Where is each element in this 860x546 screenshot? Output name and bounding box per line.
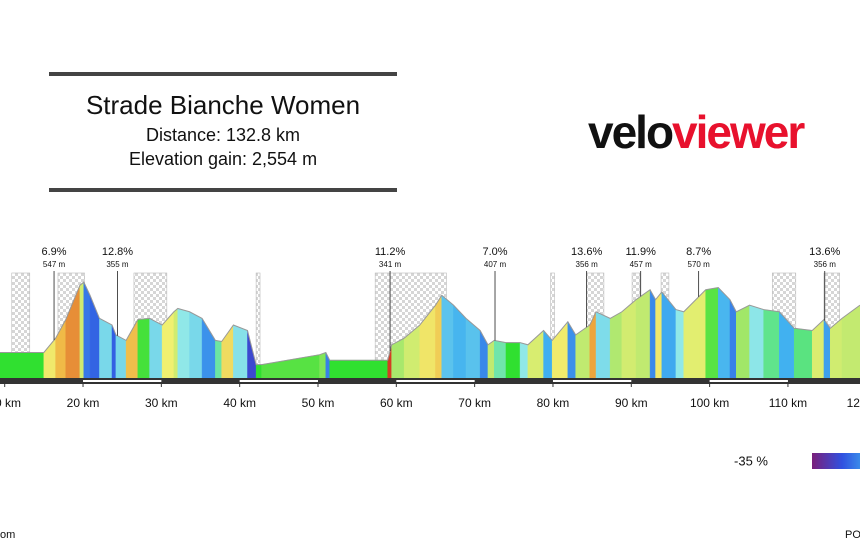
x-tick-label: 100 km <box>690 396 729 410</box>
profile-segment <box>189 311 203 381</box>
profile-segment <box>247 330 257 381</box>
profile-segment <box>83 281 91 381</box>
annotation-gradient: 11.2% <box>375 246 406 258</box>
profile-segment <box>609 311 623 381</box>
x-tick-label: 50 km <box>302 396 335 410</box>
x-tick-label: 120 km <box>847 396 860 410</box>
profile-segment <box>487 339 495 381</box>
profile-segment <box>699 289 706 381</box>
x-tick-label: 60 km <box>380 396 413 410</box>
annotation-elevation: 407 m <box>484 260 507 269</box>
profile-segment <box>729 299 737 381</box>
legend-bar <box>812 453 860 469</box>
gravel-sector <box>255 272 261 381</box>
profile-segment <box>0 352 45 381</box>
profile-segment <box>149 317 163 381</box>
profile-segment <box>635 289 651 381</box>
profile-segment <box>79 281 85 381</box>
profile-segment <box>99 317 113 381</box>
profile-segment <box>329 359 388 381</box>
logo-part: viewer <box>672 106 805 158</box>
profile-segment <box>683 294 701 381</box>
profile-segment <box>649 288 656 381</box>
profile-segment <box>261 354 320 381</box>
profile-segment <box>319 352 327 381</box>
profile-segment <box>621 299 637 381</box>
profile-segment <box>823 318 831 381</box>
profile-segment <box>465 317 481 381</box>
profile-segment <box>441 294 454 381</box>
x-tick-label: 10 km <box>0 396 21 410</box>
profile-segment <box>735 304 750 381</box>
subtitle: Distance: 132.8 km <box>146 125 300 145</box>
annotation-gradient: 7.0% <box>482 246 507 258</box>
profile-segment <box>661 291 677 381</box>
km-band <box>239 380 318 382</box>
legend-label: -35 % <box>734 453 768 468</box>
x-tick-label: 70 km <box>458 396 491 410</box>
profile-segment <box>435 294 442 381</box>
annotation-gradient: 8.7% <box>686 246 711 258</box>
profile-segment <box>655 291 663 381</box>
annotation-elevation: 547 m <box>43 260 66 269</box>
profile-segment <box>519 342 529 381</box>
annotation-gradient: 13.6% <box>809 246 840 258</box>
x-tick-label: 20 km <box>67 396 100 410</box>
profile-segment <box>215 340 222 381</box>
annotation-gradient: 12.8% <box>102 246 133 258</box>
km-band <box>396 380 475 382</box>
profile-segment <box>115 334 127 381</box>
footer-text: POW <box>845 529 860 541</box>
profile-segment <box>749 304 764 381</box>
subtitle: Elevation gain: 2,554 m <box>129 149 317 169</box>
profile-segment <box>567 320 576 381</box>
annotation-gradient: 6.9% <box>42 246 67 258</box>
profile-segment <box>493 340 507 381</box>
profile-segment <box>391 337 405 381</box>
profile-segment <box>173 307 179 381</box>
annotation-elevation: 356 m <box>814 260 837 269</box>
profile-outline <box>0 281 860 366</box>
profile-segment <box>505 342 521 381</box>
annotation-elevation: 457 m <box>630 260 653 269</box>
annotation-elevation: 355 m <box>106 260 129 269</box>
logo: veloviewer <box>588 106 805 158</box>
profile-segment <box>829 317 843 381</box>
x-tick-label: 40 km <box>223 396 256 410</box>
km-band <box>83 380 162 382</box>
profile-segment <box>675 309 685 381</box>
profile-segment <box>793 327 813 381</box>
x-tick-label: 90 km <box>615 396 648 410</box>
profile-segment <box>43 337 56 381</box>
profile-segment <box>255 364 262 381</box>
x-tick-label: 30 km <box>145 396 178 410</box>
profile-segment <box>137 318 150 381</box>
profile-segment <box>763 309 780 381</box>
profile-segment <box>717 286 731 381</box>
profile-segment <box>201 317 216 381</box>
profile-segment <box>233 324 248 381</box>
profile-segment <box>125 318 139 381</box>
annotation-elevation: 341 m <box>379 260 402 269</box>
annotation-elevation: 356 m <box>576 260 599 269</box>
km-band <box>552 380 632 382</box>
annotation-gradient: 13.6% <box>571 246 602 258</box>
footer-text: om <box>0 529 15 541</box>
logo-part: velo <box>588 106 673 158</box>
x-tick-label: 80 km <box>537 396 570 410</box>
profile-segment <box>705 287 719 381</box>
profile-segment <box>177 308 190 381</box>
km-band <box>709 380 788 382</box>
annotation-elevation: 570 m <box>688 260 711 269</box>
x-tick-label: 110 km <box>769 396 807 410</box>
title: Strade Bianche Women <box>86 90 360 120</box>
annotation-gradient: 11.9% <box>626 246 657 258</box>
profile-segment <box>595 311 611 381</box>
